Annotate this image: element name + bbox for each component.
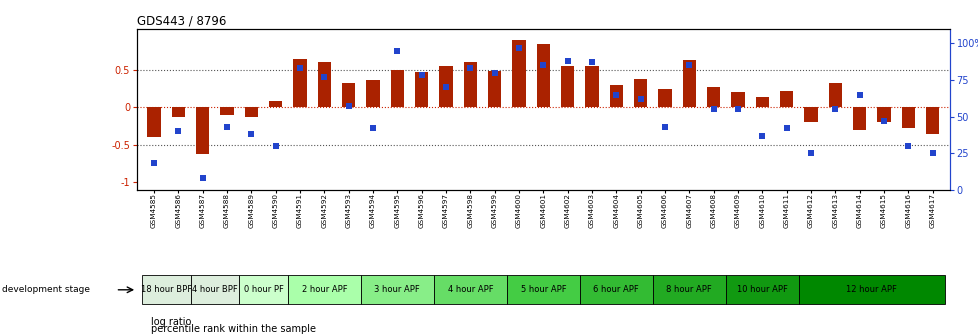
Point (511, 45, 526, 50)
Bar (390, 70, 404, 107)
Point (778, 126, 794, 131)
FancyBboxPatch shape (239, 276, 288, 304)
FancyBboxPatch shape (288, 276, 361, 304)
Point (316, 74, 332, 80)
FancyBboxPatch shape (361, 276, 433, 304)
Text: 4 hour BPF: 4 hour BPF (192, 285, 238, 294)
Point (268, 143, 284, 149)
Text: 5 hour APF: 5 hour APF (520, 285, 565, 294)
Bar (634, 79, 646, 107)
Bar (706, 87, 720, 107)
Text: GDS443 / 8796: GDS443 / 8796 (137, 14, 226, 28)
Point (414, 73, 429, 78)
Bar (415, 72, 428, 107)
Text: 10 hour APF: 10 hour APF (736, 285, 787, 294)
Point (438, 85, 454, 90)
Bar (731, 92, 744, 107)
Bar (876, 107, 890, 122)
Bar (464, 62, 476, 107)
Bar (318, 62, 331, 107)
Text: log ratio: log ratio (151, 317, 191, 327)
Text: 12 hour APF: 12 hour APF (845, 285, 896, 294)
Point (195, 175, 210, 181)
Bar (925, 107, 938, 134)
Bar (827, 83, 841, 107)
Point (924, 151, 940, 156)
FancyBboxPatch shape (433, 276, 507, 304)
Text: 0 hour PF: 0 hour PF (244, 285, 284, 294)
FancyBboxPatch shape (191, 276, 239, 304)
Point (559, 58, 575, 64)
Bar (609, 85, 622, 107)
Bar (536, 44, 550, 107)
Text: development stage: development stage (2, 285, 90, 294)
Bar (439, 66, 452, 107)
FancyBboxPatch shape (652, 276, 725, 304)
Point (705, 107, 721, 112)
Point (365, 126, 380, 131)
Bar (244, 107, 258, 117)
Point (486, 70, 502, 75)
Text: 18 hour BPF: 18 hour BPF (141, 285, 192, 294)
Point (656, 124, 672, 129)
Point (802, 151, 818, 156)
Bar (220, 107, 234, 115)
Bar (487, 71, 501, 107)
Point (170, 128, 186, 134)
Bar (901, 107, 914, 128)
Bar (560, 66, 574, 107)
FancyBboxPatch shape (507, 276, 579, 304)
Point (389, 48, 405, 53)
Text: 4 hour APF: 4 hour APF (447, 285, 493, 294)
Point (219, 124, 235, 129)
Bar (269, 101, 282, 107)
FancyBboxPatch shape (142, 276, 191, 304)
Bar (852, 107, 866, 130)
Bar (511, 40, 525, 107)
Text: 3 hour APF: 3 hour APF (375, 285, 420, 294)
Point (291, 66, 307, 71)
Bar (293, 58, 306, 107)
Point (535, 62, 551, 68)
Bar (366, 80, 379, 107)
Point (608, 92, 624, 97)
Bar (171, 107, 185, 117)
FancyBboxPatch shape (798, 276, 944, 304)
Point (146, 161, 161, 166)
Point (826, 107, 842, 112)
Point (340, 103, 356, 109)
Point (681, 62, 696, 68)
Point (244, 131, 259, 137)
Bar (196, 107, 209, 154)
Point (851, 92, 867, 97)
Bar (804, 107, 817, 122)
Text: percentile rank within the sample: percentile rank within the sample (151, 324, 315, 334)
Text: 8 hour APF: 8 hour APF (666, 285, 711, 294)
Point (462, 66, 477, 71)
Bar (682, 60, 695, 107)
Bar (779, 91, 792, 107)
Text: 6 hour APF: 6 hour APF (593, 285, 639, 294)
Bar (585, 66, 599, 107)
Point (632, 96, 647, 101)
Point (875, 118, 891, 124)
Point (730, 107, 745, 112)
FancyBboxPatch shape (579, 276, 652, 304)
Bar (657, 89, 671, 107)
Bar (755, 97, 768, 107)
FancyBboxPatch shape (725, 276, 798, 304)
Bar (341, 83, 355, 107)
Bar (148, 107, 160, 137)
Point (754, 133, 770, 138)
Point (584, 59, 600, 65)
Text: 2 hour APF: 2 hour APF (301, 285, 347, 294)
Point (900, 143, 915, 149)
